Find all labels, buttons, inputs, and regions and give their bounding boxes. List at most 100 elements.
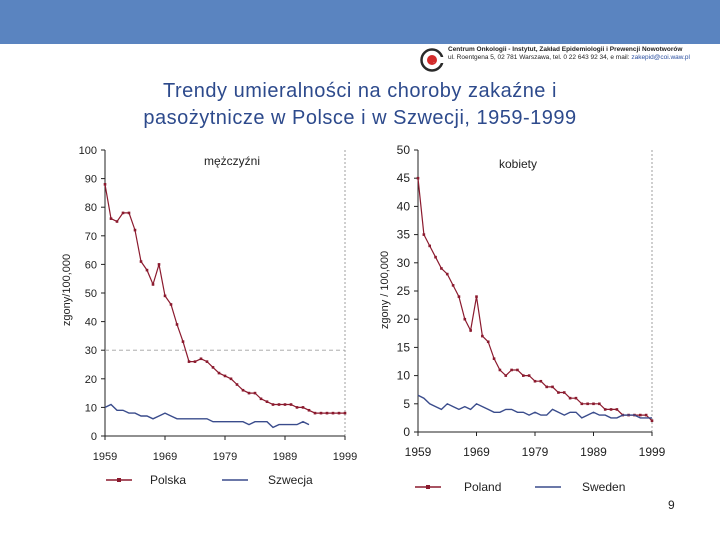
panel-label: mężczyźni [204, 154, 260, 168]
y-tick-label: 20 [85, 374, 97, 386]
legend-label-sweden: Sweden [582, 480, 625, 494]
data-point-poland [451, 284, 455, 287]
data-point-poland [463, 317, 467, 321]
y-tick-label: 5 [403, 397, 410, 411]
x-tick-label: 1979 [522, 445, 549, 459]
legend-label-polska: Polska [150, 473, 186, 487]
data-point-polska [241, 388, 245, 392]
data-point-polska [157, 263, 161, 266]
y-tick-label: 15 [397, 340, 411, 354]
data-point-polska [259, 397, 263, 401]
data-point-poland [516, 368, 519, 372]
institution-logo-icon: CO [420, 48, 446, 72]
x-tick-label: 1979 [213, 451, 237, 463]
y-tick-label: 100 [79, 145, 97, 157]
data-point-poland [469, 329, 472, 332]
data-point-poland [434, 255, 437, 259]
y-tick-label: 80 [85, 202, 97, 214]
data-point-poland [539, 379, 543, 383]
y-tick-label: 50 [85, 288, 97, 300]
y-tick-label: 10 [397, 369, 411, 383]
data-point-poland [592, 402, 595, 406]
data-point-poland [551, 385, 554, 389]
data-point-polska [139, 260, 143, 263]
x-tick-label: 1959 [405, 445, 432, 459]
data-point-poland [422, 233, 426, 236]
y-axis-label: zgony/100,000 [61, 254, 73, 326]
logo-line-1: Centrum Onkologii - Instytut, Zakład Epi… [448, 46, 683, 53]
x-tick-label: 1989 [273, 451, 297, 463]
data-point-poland [486, 340, 490, 344]
series-line-sweden [417, 394, 652, 419]
data-point-poland [445, 272, 449, 276]
data-point-poland [481, 334, 484, 338]
x-tick-label: 1969 [153, 451, 177, 463]
data-point-polska [343, 411, 347, 415]
legend-marker-poland [426, 485, 430, 489]
y-tick-label: 35 [397, 228, 411, 242]
legend-label-szwecja: Szwecja [268, 473, 313, 487]
data-point-polska [163, 294, 167, 298]
y-tick-label: 90 [85, 174, 97, 186]
data-point-polska [175, 323, 179, 326]
data-point-poland [428, 244, 431, 248]
data-point-polska [295, 406, 299, 409]
data-point-poland [475, 295, 478, 298]
y-tick-label: 0 [91, 431, 97, 443]
data-point-poland [639, 413, 642, 417]
data-point-polska [313, 411, 317, 415]
data-point-polska [121, 211, 125, 215]
data-point-polska [199, 357, 203, 361]
data-point-poland [557, 391, 560, 394]
panel-label: kobiety [499, 157, 537, 171]
data-point-polska [133, 228, 137, 232]
data-point-polska [145, 268, 149, 272]
data-point-poland [416, 176, 420, 180]
data-point-poland [522, 374, 525, 377]
data-point-polska [283, 403, 287, 406]
data-point-polska [115, 220, 119, 223]
y-tick-label: 40 [85, 317, 97, 329]
data-point-polska [109, 217, 113, 220]
data-point-poland [598, 402, 601, 406]
data-point-poland [527, 374, 531, 377]
data-point-poland [498, 368, 502, 372]
y-tick-label: 70 [85, 231, 97, 243]
x-tick-label: 1969 [463, 445, 490, 459]
page-number: 9 [668, 498, 675, 512]
data-point-poland [504, 374, 508, 377]
data-point-poland [492, 357, 496, 360]
data-point-polska [211, 366, 215, 369]
y-tick-label: 25 [397, 284, 411, 298]
data-point-polska [217, 371, 221, 375]
series-line-polska [104, 184, 345, 414]
institution-logo: CO Centrum Onkologii - Instytut, Zakład … [420, 46, 720, 76]
y-tick-label: 30 [85, 345, 97, 357]
data-point-polska [103, 183, 107, 186]
data-point-poland [615, 408, 619, 411]
data-point-poland [457, 295, 461, 298]
x-tick-label: 1989 [580, 445, 607, 459]
data-point-polska [235, 383, 239, 386]
series-line-szwecja [104, 403, 310, 429]
data-point-polska [319, 411, 323, 415]
y-tick-label: 0 [403, 425, 410, 439]
data-point-polska [193, 360, 197, 363]
x-tick-label: 1959 [93, 451, 117, 463]
data-point-poland [609, 408, 613, 411]
data-point-poland [580, 402, 584, 406]
y-tick-label: 30 [397, 256, 411, 270]
y-tick-label: 40 [397, 199, 411, 213]
data-point-polska [229, 377, 233, 381]
slide-title-line-2: pasożytnicze w Polsce i w Szwecji, 1959-… [143, 107, 577, 129]
data-point-polska [265, 400, 269, 403]
slide-title: Trendy umieralności na choroby zakaźne i… [60, 78, 660, 132]
data-point-polska [223, 374, 227, 378]
x-tick-label: 1999 [333, 451, 357, 463]
y-tick-label: 10 [85, 402, 97, 414]
data-point-polska [307, 408, 311, 412]
logo-email[interactable]: zakepid@coi.waw.pl [631, 54, 690, 61]
y-tick-label: 50 [397, 143, 411, 157]
y-tick-label: 60 [85, 259, 97, 271]
